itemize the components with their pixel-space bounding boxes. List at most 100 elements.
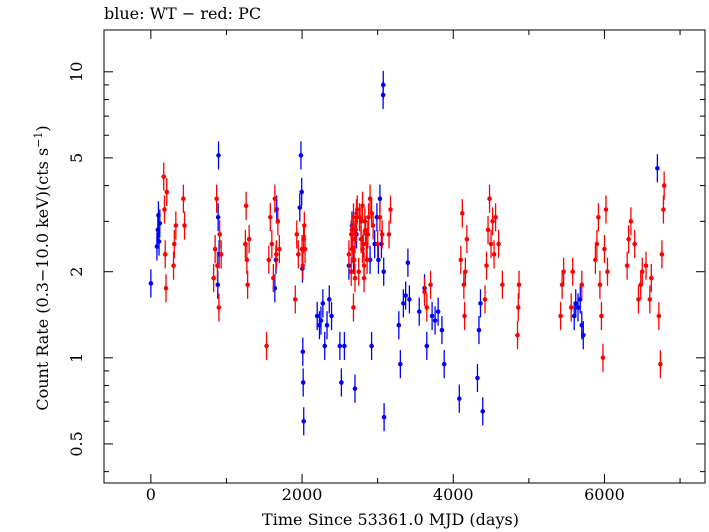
data-point — [496, 241, 501, 247]
data-point — [441, 361, 447, 367]
data-point — [369, 343, 374, 349]
data-point — [299, 189, 304, 195]
data-point — [274, 252, 279, 257]
data-point — [326, 297, 332, 302]
chart-title: blue: WT − red: PC — [104, 4, 261, 23]
y-axis-label: Count Rate (0.3−10.0 keV)(cts s−1) — [32, 125, 52, 410]
data-point — [516, 282, 522, 288]
x-tick-label: 0 — [146, 485, 156, 504]
data-point — [659, 252, 665, 257]
data-point — [603, 207, 609, 212]
y-axis-label-main: Count Rate (0.3−10.0 keV)(cts s — [33, 147, 53, 411]
data-point — [268, 214, 273, 220]
data-point — [342, 343, 347, 349]
data-point — [376, 257, 381, 263]
data-point — [386, 232, 392, 237]
data-point — [349, 246, 355, 252]
data-point — [429, 313, 435, 319]
data-point — [361, 263, 367, 268]
data-point — [322, 343, 328, 349]
data-point — [360, 246, 365, 252]
data-point — [320, 301, 326, 306]
data-point — [463, 269, 468, 275]
y-axis-label-close: ) — [33, 125, 53, 132]
data-point — [212, 246, 218, 252]
data-point — [482, 297, 488, 302]
data-point — [401, 301, 406, 306]
y-tick-label: 2 — [67, 267, 86, 277]
data-point — [396, 322, 402, 328]
data-point — [596, 214, 601, 220]
data-point — [488, 241, 494, 247]
data-point — [407, 297, 412, 302]
data-point — [364, 257, 370, 263]
data-point — [428, 282, 433, 288]
data-point — [381, 269, 387, 275]
data-point — [628, 219, 634, 224]
data-point — [218, 252, 224, 257]
data-point — [172, 241, 177, 247]
data-point — [346, 252, 352, 257]
data-point — [272, 196, 278, 201]
data-point — [593, 257, 598, 263]
data-point — [464, 236, 470, 242]
data-point — [458, 257, 464, 263]
plot-frame — [103, 29, 706, 484]
data-point — [266, 257, 272, 263]
data-point — [478, 301, 483, 306]
data-point — [329, 313, 334, 319]
data-point — [363, 227, 368, 233]
data-point — [352, 386, 358, 391]
data-point — [475, 375, 480, 381]
data-point — [515, 305, 521, 310]
data-point — [162, 252, 168, 257]
data-point — [271, 275, 276, 281]
data-point — [422, 289, 427, 295]
x-tick-label: 4000 — [433, 485, 474, 504]
data-point — [377, 214, 383, 220]
data-point — [357, 214, 362, 220]
data-point — [366, 214, 371, 220]
data-point — [324, 322, 330, 328]
data-point — [354, 207, 360, 212]
data-point — [161, 174, 167, 179]
data-point — [246, 236, 252, 242]
data-point — [655, 165, 660, 171]
data-point — [297, 205, 303, 210]
y-axis-label-exponent: −1 — [31, 131, 45, 148]
data-point — [398, 361, 403, 367]
data-point — [339, 380, 344, 385]
data-point — [490, 219, 495, 224]
data-point — [594, 241, 600, 247]
data-point — [480, 409, 486, 414]
data-point — [354, 211, 359, 216]
data-point — [318, 318, 324, 323]
data-point — [647, 297, 653, 302]
series-wt — [148, 70, 660, 436]
data-point — [602, 246, 607, 252]
x-tick-label: 6000 — [584, 485, 625, 504]
data-point — [365, 232, 371, 237]
data-point — [216, 153, 221, 158]
data-point — [300, 349, 306, 355]
data-point — [314, 313, 320, 319]
data-point — [460, 211, 465, 216]
data-point — [351, 214, 356, 220]
data-point — [476, 327, 482, 333]
data-point — [275, 219, 281, 224]
data-point — [300, 380, 306, 385]
data-point — [424, 305, 430, 310]
x-tick-label: 2000 — [282, 485, 323, 504]
y-tick-label: 10 — [67, 62, 86, 82]
data-point — [624, 263, 630, 268]
data-point — [277, 246, 282, 252]
data-point — [405, 260, 411, 266]
data-point — [568, 305, 574, 310]
data-point — [148, 281, 154, 286]
data-point — [269, 241, 275, 247]
data-point — [457, 396, 462, 401]
data-point — [377, 196, 383, 201]
data-point — [214, 196, 219, 201]
data-point — [580, 332, 586, 338]
